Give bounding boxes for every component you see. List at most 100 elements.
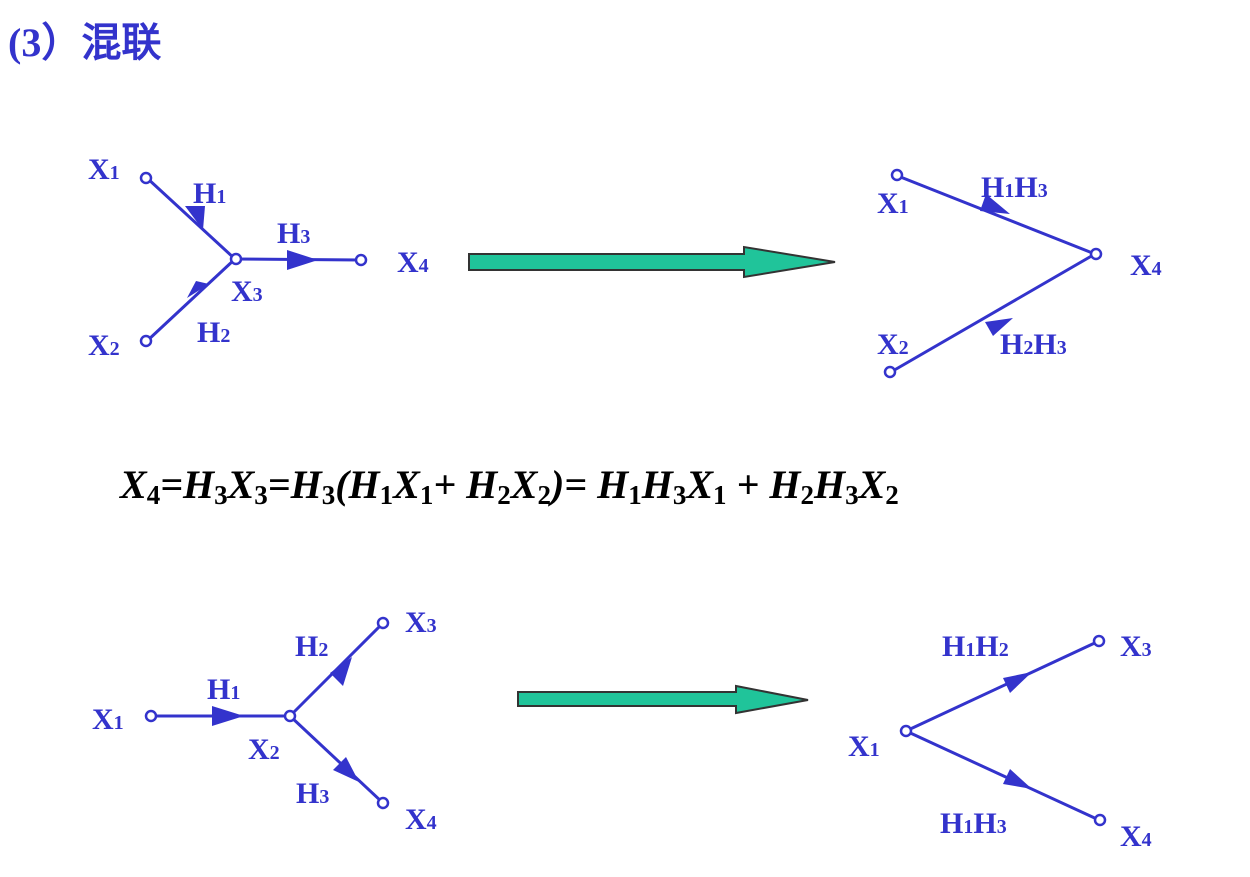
- label-x1-text: X1: [848, 730, 880, 763]
- label-fragment: +: [433, 462, 466, 507]
- label-fragment: H: [1000, 328, 1023, 361]
- node-x2: [139, 334, 153, 348]
- label-fragment: 3: [673, 480, 687, 510]
- label-x2-text: X2: [248, 733, 280, 766]
- label-fragment: H: [596, 462, 630, 507]
- node-x4: [1089, 247, 1103, 261]
- label-h2h3-text: H2H3: [1000, 328, 1067, 361]
- label-fragment: X: [1130, 249, 1152, 282]
- label-fragment: X: [88, 329, 110, 362]
- diagram1-right-arrowheads: [980, 194, 1013, 336]
- label-fragment: H: [193, 177, 216, 210]
- label-fragment: X: [248, 733, 270, 766]
- label-x2: X2: [877, 328, 909, 361]
- label-fragment: H: [295, 630, 318, 663]
- label-fragment: =: [268, 462, 291, 507]
- label-h1h3-text: H1H3: [940, 807, 1007, 840]
- equation: X4=H3X3=H3(H1X1+ H2X2)= H1H3X1 + H2H3X2: [118, 462, 899, 510]
- label-fragment: X: [857, 462, 887, 507]
- label-fragment: 3: [1038, 180, 1048, 202]
- label-x1-text: X1: [88, 153, 120, 186]
- page-title: (3）混联: [8, 20, 162, 65]
- label-fragment: 3: [1142, 639, 1152, 661]
- label-fragment: =: [160, 462, 183, 507]
- label-h1: H1: [193, 177, 226, 210]
- label-fragment: 2: [899, 337, 909, 359]
- label-x1: X1: [848, 730, 880, 763]
- label-x4: X4: [405, 803, 437, 836]
- label-fragment: X: [231, 275, 253, 308]
- transform-arrow-2: [517, 684, 809, 715]
- label-h2-text: H2: [295, 630, 328, 663]
- label-fragment: H: [981, 171, 1004, 204]
- label-fragment: 1: [965, 639, 975, 661]
- label-fragment: 2: [800, 480, 814, 510]
- label-fragment: 1: [216, 186, 226, 208]
- label-x1-text: X1: [92, 703, 124, 736]
- label-fragment: 3: [1057, 337, 1067, 359]
- label-h1h3: H1H3: [981, 171, 1048, 204]
- label-h1h2-text: H1H2: [942, 630, 1009, 663]
- label-fragment: 1: [1004, 180, 1014, 202]
- label-x4: X4: [1130, 249, 1162, 282]
- diagram2-left-arrowheads: [212, 657, 359, 782]
- label-x4: X4: [397, 246, 429, 279]
- arrowhead-h1: [212, 706, 244, 726]
- label-x4-text: X4: [1130, 249, 1162, 282]
- label-x3-text: X3: [231, 275, 263, 308]
- transform-arrow-1: [468, 245, 836, 279]
- arrowhead-h2h3: [985, 318, 1013, 336]
- arrowhead-h3: [333, 757, 359, 782]
- label-fragment: H: [277, 217, 300, 250]
- diagram1-left-nodes: [139, 171, 368, 348]
- label-fragment: 2: [220, 325, 230, 347]
- label-fragment: X: [1120, 630, 1142, 663]
- label-h1-text: H1: [207, 673, 240, 706]
- label-fragment: (H: [335, 462, 381, 507]
- label-fragment: 3: [845, 480, 859, 510]
- arrowhead-h2: [330, 657, 352, 686]
- branch-x1-x4: [905, 729, 1100, 822]
- label-fragment: X: [226, 462, 256, 507]
- label-x2: X2: [248, 733, 280, 766]
- diagram2-right-nodes: [899, 634, 1107, 827]
- label-x3: X3: [231, 275, 263, 308]
- diagram2-right-labels: H1H2 X3 X1 H1H3 X4: [848, 630, 1152, 853]
- label-fragment: X: [877, 187, 899, 220]
- label-h1h3: H1H3: [940, 807, 1007, 840]
- label-x3-text: X3: [1120, 630, 1152, 663]
- label-h3-text: H3: [296, 777, 329, 810]
- branch-x2-x4: [288, 714, 384, 804]
- arrowhead-h1h2: [1003, 672, 1032, 693]
- arrowhead-h3: [287, 250, 318, 270]
- label-h2: H2: [295, 630, 328, 663]
- node-x4: [354, 253, 368, 267]
- label-x4-text: X4: [1120, 820, 1152, 853]
- label-fragment: 2: [537, 480, 551, 510]
- diagram1-left-graph: [145, 176, 361, 343]
- node-x1: [139, 171, 153, 185]
- label-fragment: H: [182, 462, 216, 507]
- node-x1: [144, 709, 158, 723]
- label-fragment: H: [940, 807, 963, 840]
- label-fragment: H: [290, 462, 324, 507]
- label-h1h2: H1H2: [942, 630, 1009, 663]
- label-x4-text: X4: [405, 803, 437, 836]
- label-fragment: 1: [628, 480, 642, 510]
- diagram1-left-arrowheads: [185, 206, 318, 298]
- label-x4: X4: [1120, 820, 1152, 853]
- label-h3: H3: [277, 217, 310, 250]
- label-fragment: H: [296, 777, 319, 810]
- node-x1: [899, 724, 913, 738]
- label-fragment: X: [684, 462, 714, 507]
- arrowhead-h1: [185, 206, 205, 230]
- label-fragment: X: [509, 462, 539, 507]
- arrowhead-h1h3: [1003, 769, 1032, 789]
- label-fragment: 2: [497, 480, 511, 510]
- label-fragment: H: [813, 462, 847, 507]
- branch-x1-x4: [897, 174, 1096, 256]
- label-fragment: 2: [318, 639, 328, 661]
- label-fragment: X: [405, 606, 427, 639]
- label-fragment: X: [88, 153, 110, 186]
- label-x1: X1: [92, 703, 124, 736]
